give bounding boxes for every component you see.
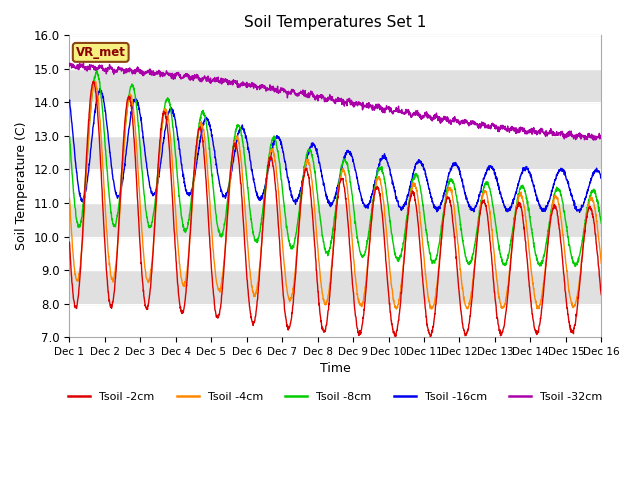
Bar (69, 303, 601, 337)
Bar (69, 136, 601, 169)
Bar (69, 102, 601, 136)
Bar (69, 203, 601, 237)
Text: VR_met: VR_met (76, 46, 125, 59)
Title: Soil Temperatures Set 1: Soil Temperatures Set 1 (244, 15, 426, 30)
Bar (69, 237, 601, 270)
Bar (69, 69, 601, 102)
Bar (69, 169, 601, 203)
Legend: Tsoil -2cm, Tsoil -4cm, Tsoil -8cm, Tsoil -16cm, Tsoil -32cm: Tsoil -2cm, Tsoil -4cm, Tsoil -8cm, Tsoi… (63, 388, 607, 407)
Bar (69, 270, 601, 303)
Bar (69, 36, 601, 69)
X-axis label: Time: Time (320, 362, 351, 375)
Y-axis label: Soil Temperature (C): Soil Temperature (C) (15, 122, 28, 251)
